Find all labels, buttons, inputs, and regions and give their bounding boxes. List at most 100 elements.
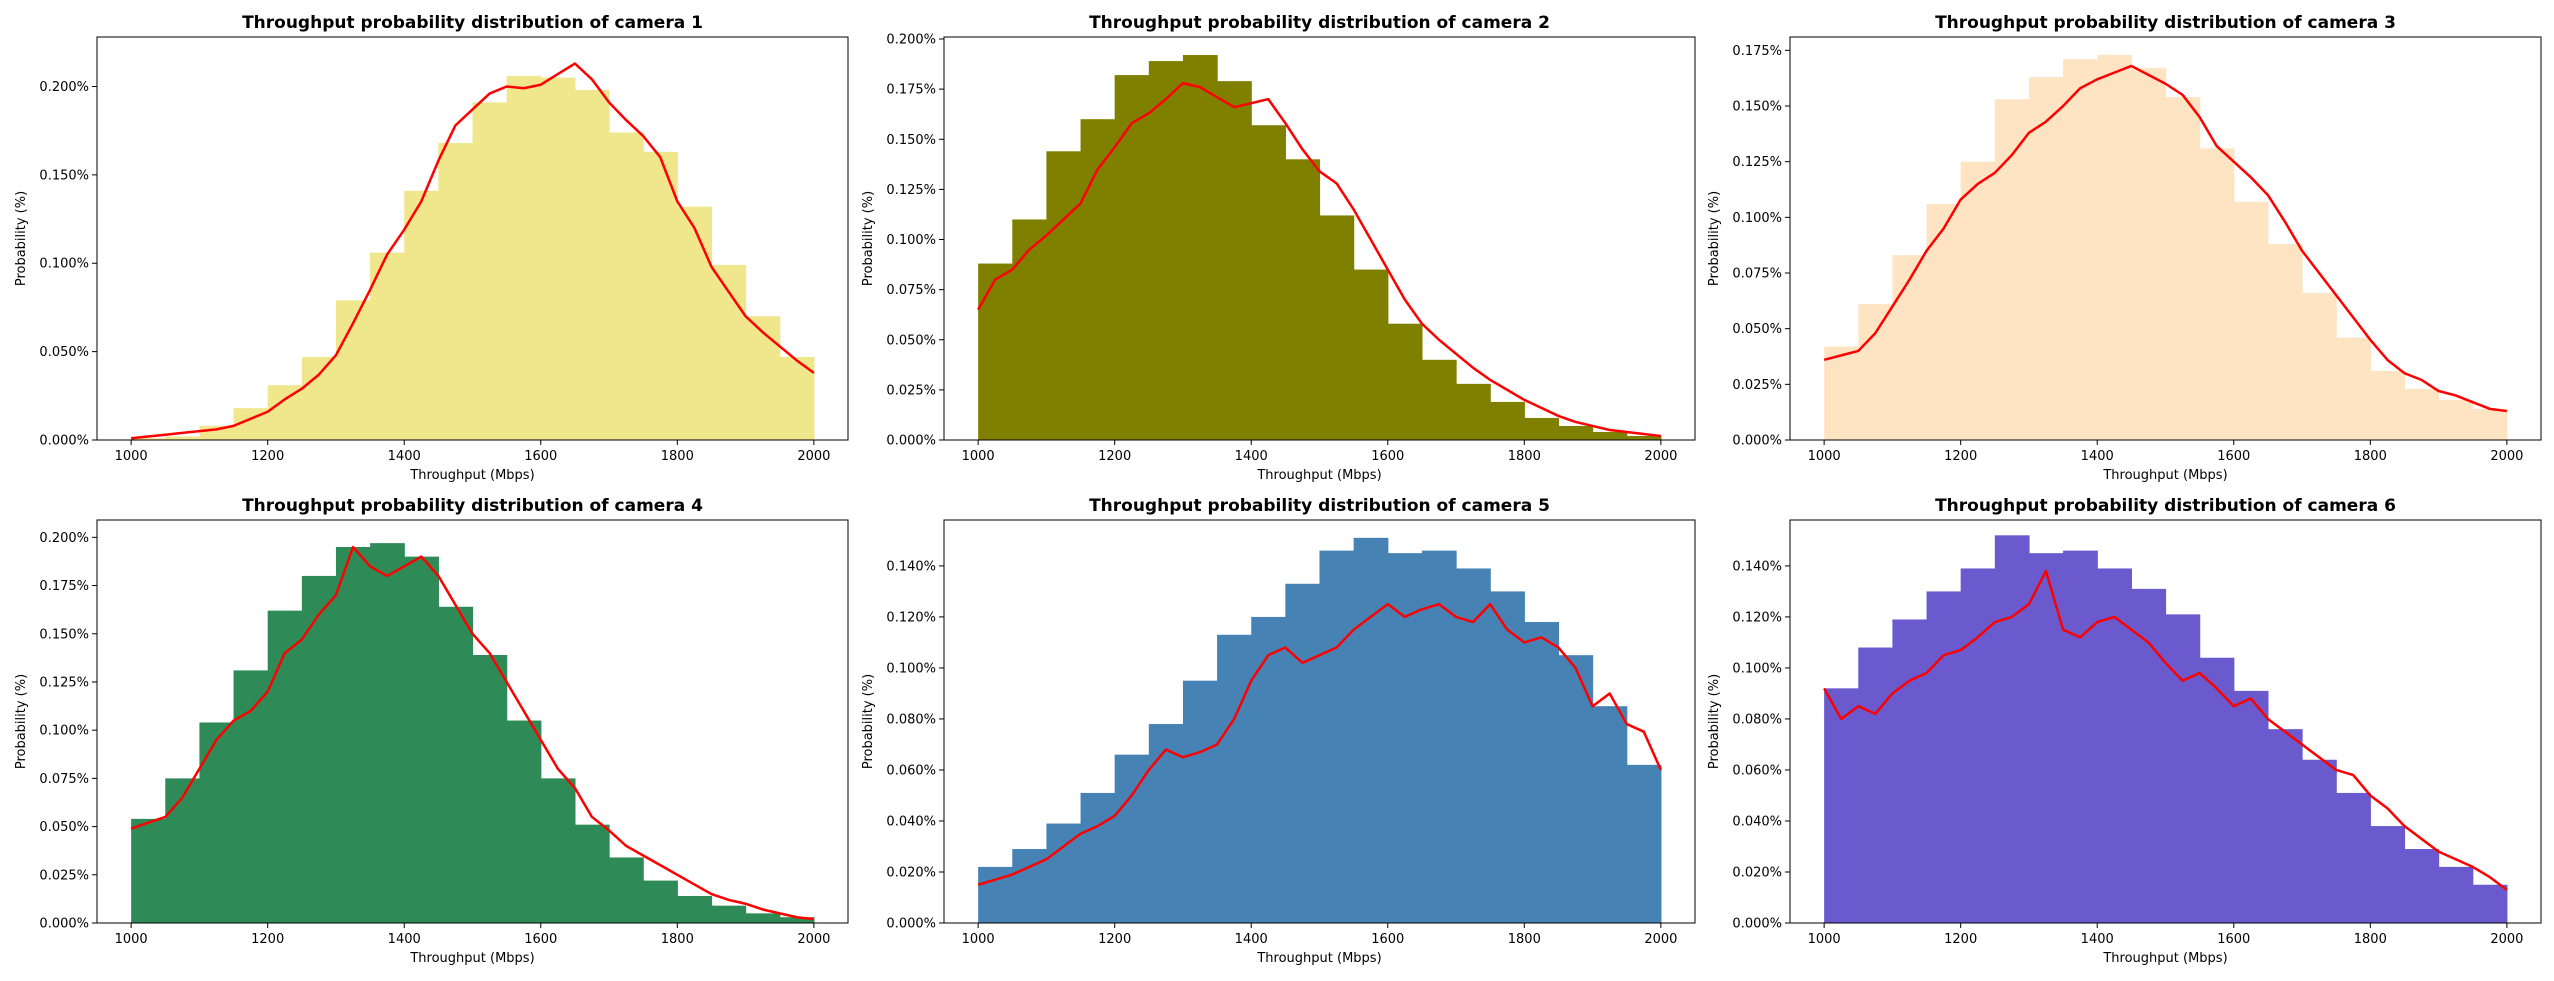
y-tick-label: 0.040% [1732, 814, 1782, 829]
x-tick-label: 1800 [661, 449, 694, 464]
histogram-bar [1626, 435, 1662, 440]
axes-frame [943, 519, 1696, 924]
y-tick-label: 0.150% [1732, 100, 1782, 115]
histogram-bar [1148, 61, 1184, 441]
x-axis-label: Throughput (Mbps) [409, 468, 534, 483]
histogram-bar [404, 556, 439, 923]
histogram-bar [1421, 359, 1457, 440]
x-tick-label: 2000 [2490, 932, 2523, 947]
histogram-bar [1558, 425, 1594, 440]
histogram-bar [1114, 754, 1150, 923]
histogram-bar [2404, 388, 2440, 440]
y-tick-label: 0.125% [886, 183, 936, 198]
histogram-bar [1285, 583, 1321, 923]
y-tick-label: 0.060% [1732, 763, 1782, 778]
y-tick-label: 0.020% [1732, 865, 1782, 880]
y-tick-label: 0.200% [39, 80, 89, 95]
histogram-bar [1319, 550, 1355, 923]
chart-title: Throughput probability distribution of c… [1089, 496, 1550, 516]
subplot-camera-5: 1000 1200 1400 1600 1800 2000 0.000% 0.020% 0.04… [861, 496, 1696, 966]
x-axis-label: Throughput (Mbps) [409, 951, 534, 966]
y-tick-label: 0.100% [886, 233, 936, 248]
x-tick-label: 1000 [115, 932, 148, 947]
histogram-bar [1217, 634, 1252, 923]
axes-frame [1789, 519, 2542, 924]
chart-title: Throughput probability distribution of c… [242, 13, 703, 33]
histogram-bar [370, 252, 405, 440]
y-tick-label: 0.175% [39, 579, 89, 594]
histogram-bar [677, 896, 713, 923]
histogram-bar [2097, 568, 2132, 923]
histogram-bar [677, 206, 713, 440]
x-tick-label: 1400 [2081, 449, 2114, 464]
y-tick-label: 0.080% [1732, 712, 1782, 727]
histogram-bar [165, 436, 201, 440]
histogram-bar [1387, 553, 1423, 923]
histogram-bar [2302, 293, 2337, 440]
y-tick-label: 0.050% [39, 820, 89, 835]
histogram-bar [1592, 706, 1628, 923]
histogram-bar [2233, 690, 2269, 923]
y-tick-label: 0.150% [39, 168, 89, 183]
histogram-bar [2336, 792, 2371, 923]
x-axis-label: Throughput (Mbps) [2102, 951, 2227, 966]
histogram-bar [1558, 655, 1594, 923]
histogram-bar [1926, 203, 1962, 440]
histogram-bar [1994, 535, 2030, 923]
histogram-bar [2302, 759, 2337, 923]
x-tick-label: 1200 [1944, 932, 1977, 947]
histogram-bar [1319, 215, 1355, 440]
histogram-bar [404, 190, 439, 440]
x-tick-label: 1000 [1808, 932, 1841, 947]
histogram-bar [711, 905, 747, 923]
density-line [977, 602, 1663, 886]
x-tick-label: 1800 [1508, 932, 1541, 947]
histogram-bar [2199, 148, 2235, 440]
y-tick-label: 0.000% [886, 917, 936, 932]
histogram-bar [438, 606, 474, 923]
histogram-bar [2404, 849, 2440, 923]
histogram-bar [2438, 399, 2474, 440]
histogram-bar [1387, 323, 1423, 440]
histogram-bar [267, 385, 303, 440]
y-tick-label: 0.125% [39, 675, 89, 690]
histogram-bar [1824, 688, 1859, 923]
subplot-camera-2: 1000 1200 1400 1600 1800 2000 0.000% 0.025% 0.05… [861, 13, 1696, 483]
x-tick-label: 2000 [797, 932, 830, 947]
histogram-bar [1892, 619, 1928, 923]
histogram-bar [1456, 568, 1491, 923]
y-tick-label: 0.080% [886, 712, 936, 727]
y-tick-label: 0.050% [1732, 322, 1782, 337]
x-tick-label: 1000 [115, 449, 148, 464]
density-line [977, 81, 1662, 438]
histogram-bar [745, 913, 781, 923]
histogram-bar [165, 778, 201, 923]
histogram-bar [1046, 151, 1082, 440]
y-tick-label: 0.020% [886, 865, 936, 880]
x-tick-label: 1200 [1944, 449, 1977, 464]
histogram-bar [643, 151, 678, 440]
histogram-bar [472, 102, 508, 441]
y-tick-label: 0.100% [39, 257, 89, 272]
x-tick-label: 1600 [524, 449, 557, 464]
histogram-bar [1592, 431, 1628, 440]
y-tick-label: 0.200% [886, 33, 936, 48]
histogram-bar [301, 575, 337, 923]
histogram-bar [506, 75, 542, 440]
density-line [1823, 569, 2508, 891]
histogram-bar [1524, 417, 1560, 440]
histogram-bar [2097, 54, 2132, 441]
x-tick-label: 1400 [2081, 932, 2114, 947]
histogram-bar [1251, 616, 1286, 923]
histogram-bar [1824, 346, 1859, 440]
histogram-bar [2267, 244, 2303, 440]
x-tick-label: 1600 [2217, 449, 2250, 464]
histogram-bar [1994, 99, 2030, 440]
y-tick-label: 0.150% [886, 133, 936, 148]
histogram-bar [2472, 884, 2508, 923]
histogram-bar [779, 356, 815, 440]
histogram-bar [609, 132, 644, 440]
y-tick-label: 0.000% [39, 434, 89, 449]
histogram-bar [1080, 119, 1116, 440]
